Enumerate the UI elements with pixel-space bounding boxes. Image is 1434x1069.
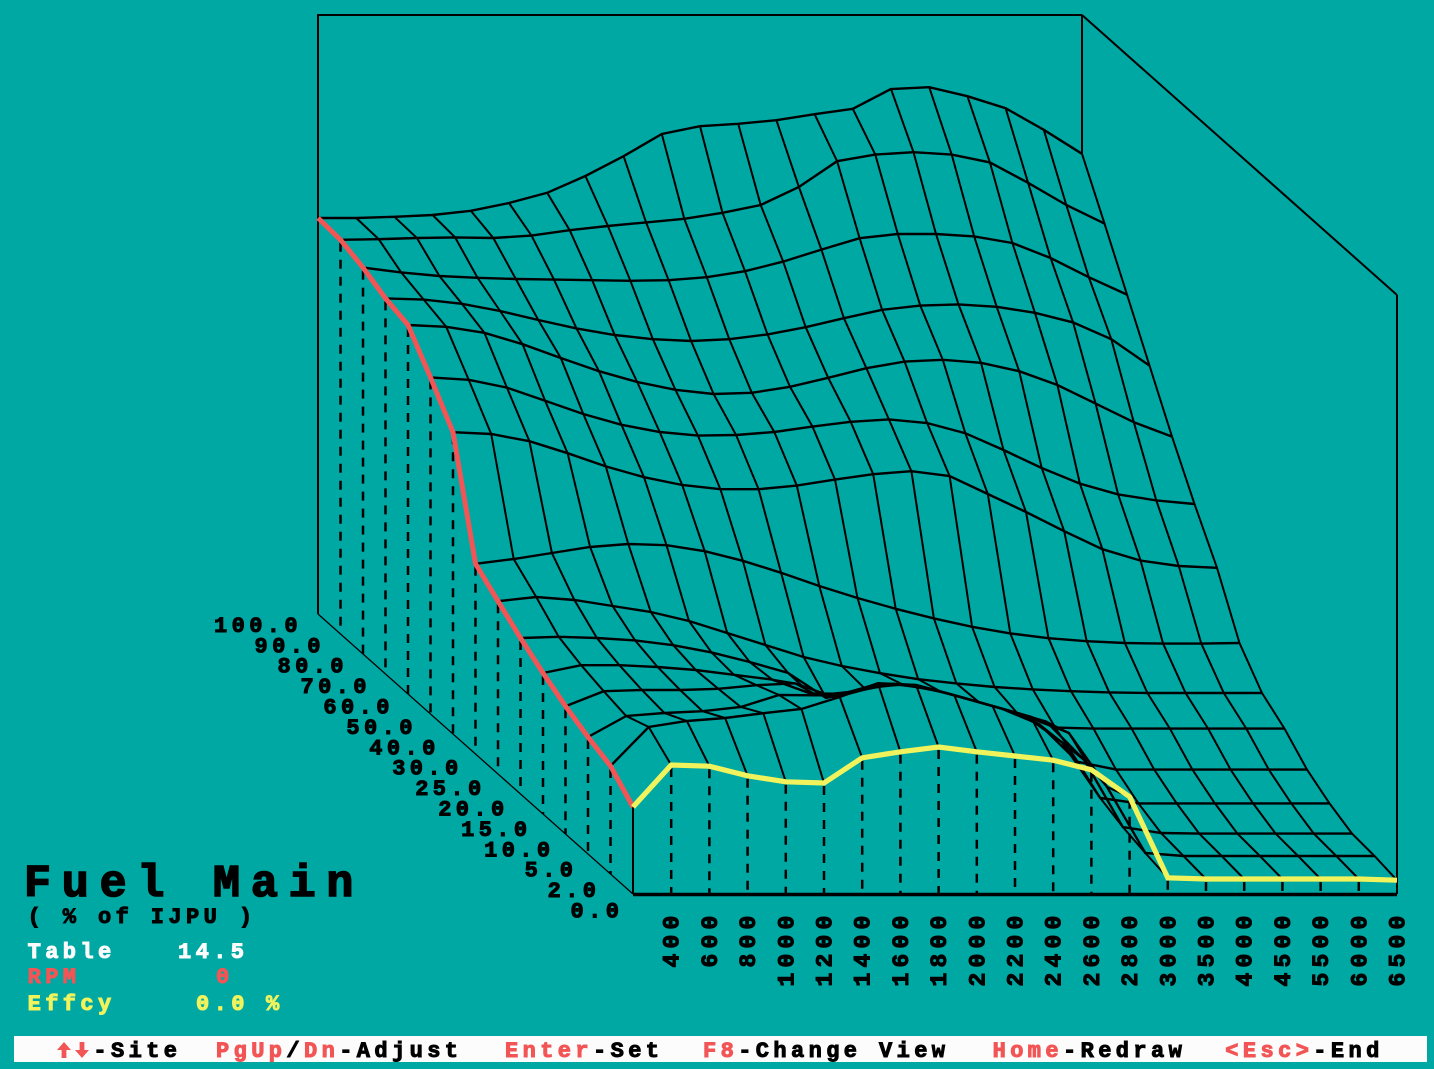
- svg-text:100.0: 100.0: [214, 614, 302, 639]
- svg-text:-Set: -Set: [593, 1039, 663, 1064]
- svg-text:Table: Table: [28, 940, 116, 965]
- svg-text:70.0: 70.0: [301, 675, 371, 700]
- svg-text:0: 0: [216, 965, 234, 990]
- svg-text:2400: 2400: [1042, 910, 1068, 986]
- svg-text:4000: 4000: [1233, 910, 1259, 986]
- svg-text:F8: F8: [703, 1039, 738, 1064]
- svg-text:0.0: 0.0: [196, 992, 249, 1017]
- svg-text:5500: 5500: [1309, 910, 1335, 986]
- svg-text:2800: 2800: [1118, 910, 1144, 986]
- svg-text:Enter: Enter: [505, 1039, 593, 1064]
- svg-text:3000: 3000: [1156, 910, 1182, 986]
- svg-text:/: /: [286, 1039, 304, 1064]
- svg-text:800: 800: [736, 910, 762, 967]
- svg-text:%: %: [266, 992, 284, 1017]
- svg-text:6000: 6000: [1347, 910, 1373, 986]
- svg-text:600: 600: [698, 910, 724, 967]
- svg-text:-Adjust: -Adjust: [339, 1039, 462, 1064]
- svg-text:Effcy: Effcy: [28, 992, 116, 1017]
- svg-text:1200: 1200: [813, 910, 839, 986]
- svg-text:50.0: 50.0: [346, 716, 416, 741]
- svg-text:20.0: 20.0: [438, 798, 508, 823]
- svg-text:30.0: 30.0: [392, 757, 462, 782]
- svg-text:80.0: 80.0: [278, 655, 348, 680]
- svg-text:( % of IJPU ): ( % of IJPU ): [28, 905, 257, 930]
- svg-text:-End: -End: [1313, 1039, 1383, 1064]
- svg-text:0.0: 0.0: [571, 900, 624, 925]
- svg-text:2600: 2600: [1080, 910, 1106, 986]
- svg-text:400: 400: [660, 910, 686, 967]
- svg-text:-Site: -Site: [93, 1039, 181, 1064]
- svg-text:-Redraw: -Redraw: [1063, 1039, 1186, 1064]
- svg-text:10.0: 10.0: [484, 838, 554, 863]
- svg-text:5.0: 5.0: [525, 859, 578, 884]
- svg-text:Home: Home: [993, 1039, 1063, 1064]
- svg-text:25.0: 25.0: [415, 777, 485, 802]
- svg-text:3500: 3500: [1195, 910, 1221, 986]
- svg-text:60.0: 60.0: [323, 696, 393, 721]
- svg-text:Dn: Dn: [304, 1039, 339, 1064]
- svg-text:14.5: 14.5: [178, 940, 248, 965]
- svg-text:4500: 4500: [1271, 910, 1297, 986]
- svg-text:2.0: 2.0: [548, 879, 601, 904]
- svg-text:90.0: 90.0: [255, 634, 325, 659]
- svg-text:1800: 1800: [927, 910, 953, 986]
- svg-text:<Esc>: <Esc>: [1225, 1039, 1313, 1064]
- svg-text:40.0: 40.0: [369, 736, 439, 761]
- svg-text:6500: 6500: [1386, 910, 1412, 986]
- svg-text:PgUp: PgUp: [216, 1039, 286, 1064]
- svg-text:2000: 2000: [965, 910, 991, 986]
- svg-text:15.0: 15.0: [461, 818, 531, 843]
- svg-text:2200: 2200: [1004, 910, 1030, 986]
- svg-text:1000: 1000: [774, 910, 800, 986]
- svg-text:RPM: RPM: [28, 965, 81, 990]
- svg-text:1600: 1600: [889, 910, 915, 986]
- svg-text:1400: 1400: [851, 910, 877, 986]
- svg-text:Fuel Main: Fuel Main: [24, 859, 364, 910]
- svg-text:-Change View: -Change View: [738, 1039, 949, 1064]
